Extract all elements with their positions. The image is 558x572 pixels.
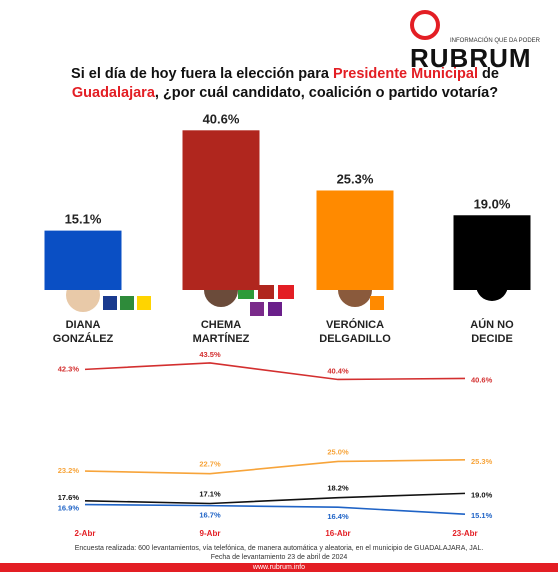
line [85, 505, 465, 515]
party-logo [103, 296, 117, 310]
value-label: 19.0% [474, 196, 511, 211]
value-label: 17.1% [199, 489, 221, 498]
category-label: AÚN NO DECIDE [442, 318, 542, 346]
chart: 15.1% 40.6% 25.3% 19.0% 2-Abr 9-Abr 16-Abr 23-A… [0, 0, 558, 572]
value-label: 40.6% [471, 375, 493, 384]
value-label: 25.3% [337, 171, 374, 186]
value-label: 19.0% [471, 490, 493, 499]
party-logo [268, 302, 282, 316]
bar [454, 215, 531, 290]
value-label: 22.7% [199, 460, 221, 469]
value-label: 16.9% [58, 504, 80, 513]
value-label: 42.3% [58, 364, 80, 373]
x-tick-label: 16-Abr [325, 529, 350, 538]
value-label: 15.1% [471, 511, 493, 520]
bar [45, 231, 122, 290]
party-logo [120, 296, 134, 310]
x-tick-label: 2-Abr [75, 529, 96, 538]
category-label: DIANA GONZÁLEZ [33, 318, 133, 346]
party-logo [250, 302, 264, 316]
value-label: 23.2% [58, 466, 80, 475]
value-label: 40.4% [327, 366, 349, 375]
value-label: 25.3% [471, 457, 493, 466]
value-label: 25.0% [327, 447, 349, 456]
avatars [66, 269, 508, 316]
bar [317, 190, 394, 290]
line [85, 493, 465, 503]
category-label: CHEMA MARTÍNEZ [171, 318, 271, 346]
category-label: VERÓNICA DELGADILLO [305, 318, 405, 346]
date: Fecha de levantamiento 23 de abril de 20… [0, 553, 558, 562]
party-logo [370, 296, 384, 310]
footnote: Encuesta realizada: 600 levantamientos, … [0, 544, 558, 562]
value-label: 18.2% [327, 484, 349, 493]
value-label: 15.1% [65, 212, 102, 227]
party-logo [258, 285, 274, 299]
line [85, 363, 465, 380]
party-logo [137, 296, 151, 310]
footer-bar: www.rubrum.info [0, 563, 558, 572]
bar [183, 130, 260, 290]
value-label: 16.7% [199, 511, 221, 520]
x-tick-label: 9-Abr [200, 529, 221, 538]
note: Encuesta realizada: 600 levantamientos, … [0, 544, 558, 553]
value-label: 17.6% [58, 493, 80, 502]
page: RUBRUM INFORMACIÓN QUE DA PODER Si el dí… [0, 0, 558, 572]
value-label: 43.5% [199, 350, 221, 359]
value-label: 40.6% [203, 111, 240, 126]
value-label: 16.4% [327, 512, 349, 521]
line [85, 460, 465, 474]
x-tick-label: 23-Abr [452, 529, 477, 538]
party-logo [278, 285, 294, 299]
